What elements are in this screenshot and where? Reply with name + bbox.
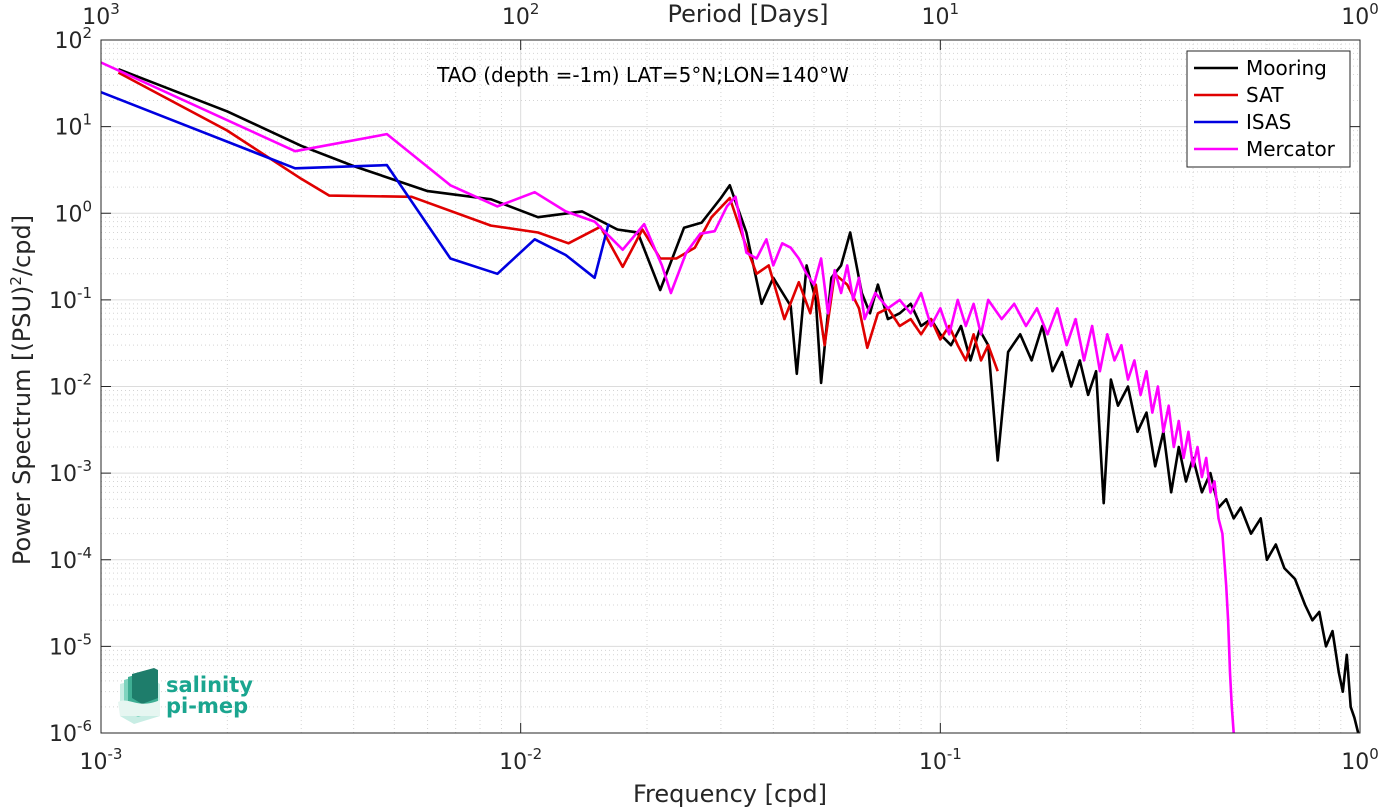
y-tick-label: 10-3: [49, 457, 92, 487]
y-tick-label: 101: [54, 111, 92, 141]
y-tick-label-base: 10: [54, 116, 82, 141]
tick-labels: 10-3 10-2 10-1 10010-610-510-410-310-210-11…: [49, 0, 1379, 775]
y-tick-label-base: 10: [49, 635, 77, 660]
y-tick-label: 10-1: [49, 284, 92, 314]
x2-tick-label-base: 10: [1341, 5, 1369, 30]
y-tick-label-exponent: -3: [77, 457, 92, 475]
series-lines: [100, 61, 1360, 734]
x2-tick-label-exponent: 3: [110, 0, 120, 18]
y-tick-label-exponent: 0: [82, 197, 92, 215]
y-axis-label-main: Power Spectrum [(PSU): [8, 286, 36, 565]
y-tick-label-base: 10: [49, 289, 77, 314]
y-tick-label-exponent: -1: [77, 284, 92, 302]
x-tick-label: 10-3: [80, 745, 123, 775]
legend-label-sat: SAT: [1246, 83, 1284, 107]
axes: [100, 39, 1361, 734]
x-tick-label: 10-1: [919, 745, 962, 775]
salinity-pi-mep-logo: salinity pi-mep: [118, 668, 253, 724]
y-tick-label: 10-6: [49, 717, 92, 747]
y-tick-label-base: 10: [49, 549, 77, 574]
y-tick-label: 10-5: [49, 630, 92, 660]
y-tick-label-exponent: -5: [77, 630, 92, 648]
wave-logo-icon: [118, 668, 160, 724]
x2-tick-label-base: 10: [922, 5, 950, 30]
x-tick-label: 10-2: [499, 745, 542, 775]
series-line-mooring: [117, 67, 1360, 734]
x2-tick-label-exponent: 0: [1369, 0, 1379, 18]
x2-tick-label-base: 10: [502, 5, 530, 30]
x-tick-label: 100: [1341, 745, 1379, 775]
y-axis-label-exponent: 2: [7, 276, 25, 286]
legend-box: [1186, 50, 1351, 168]
legend-label-mercator: Mercator: [1246, 137, 1336, 161]
y-tick-label-exponent: -2: [77, 371, 92, 389]
y-tick-label-exponent: -6: [77, 717, 92, 735]
x2-tick-label-base: 10: [82, 5, 110, 30]
legend-label-mooring: Mooring: [1246, 56, 1327, 80]
legend-label-isas: ISAS: [1246, 110, 1291, 134]
x-tick-label-exponent: -2: [527, 745, 542, 763]
y-tick-label-exponent: 1: [82, 111, 92, 129]
x-tick-label-base: 10: [919, 750, 947, 775]
y-tick-label-base: 10: [49, 462, 77, 487]
y-tick-label-base: 10: [49, 376, 77, 401]
x2-tick-label: 102: [502, 0, 540, 30]
y-tick-label-base: 10: [54, 202, 82, 227]
y-tick-label: 10-4: [49, 544, 92, 574]
x2-axis-label: Period [Days]: [667, 0, 828, 28]
y-tick-label-exponent: 2: [82, 24, 92, 42]
x-tick-label-exponent: 0: [1369, 745, 1379, 763]
x2-tick-label: 103: [82, 0, 120, 30]
chart-annotation: TAO (depth =-1m) LAT=5°N;LON=140°W: [436, 63, 849, 87]
x2-tick-label: 100: [1341, 0, 1379, 30]
y-tick-label-base: 10: [54, 29, 82, 54]
x-tick-label-exponent: -1: [947, 745, 962, 763]
y-tick-label: 10-2: [49, 371, 92, 401]
series-line-mercator: [100, 61, 1235, 734]
y-axis-label-tail: /cpd]: [8, 215, 36, 276]
y-axis-label: Power Spectrum [(PSU)2/cpd]: [7, 215, 36, 565]
logo-text-line1: salinity: [166, 673, 253, 697]
x-tick-label-base: 10: [1341, 750, 1369, 775]
x-axis-label: Frequency [cpd]: [633, 780, 827, 808]
y-tick-label-exponent: -4: [77, 544, 92, 562]
logo-text-line2: pi-mep: [166, 694, 248, 718]
x-tick-label-base: 10: [80, 750, 108, 775]
x2-tick-label-exponent: 1: [950, 0, 960, 18]
series-line-sat: [117, 71, 999, 372]
legend: Mooring SAT ISAS Mercator: [1186, 50, 1351, 168]
y-tick-label: 100: [54, 197, 92, 227]
x-tick-label-base: 10: [499, 750, 527, 775]
series-line-isas: [100, 90, 610, 280]
x2-tick-label: 101: [922, 0, 960, 30]
x2-tick-label-exponent: 2: [530, 0, 540, 18]
y-tick-label-base: 10: [49, 722, 77, 747]
x-tick-label-exponent: -3: [108, 745, 123, 763]
y-tick-label: 102: [54, 24, 92, 54]
